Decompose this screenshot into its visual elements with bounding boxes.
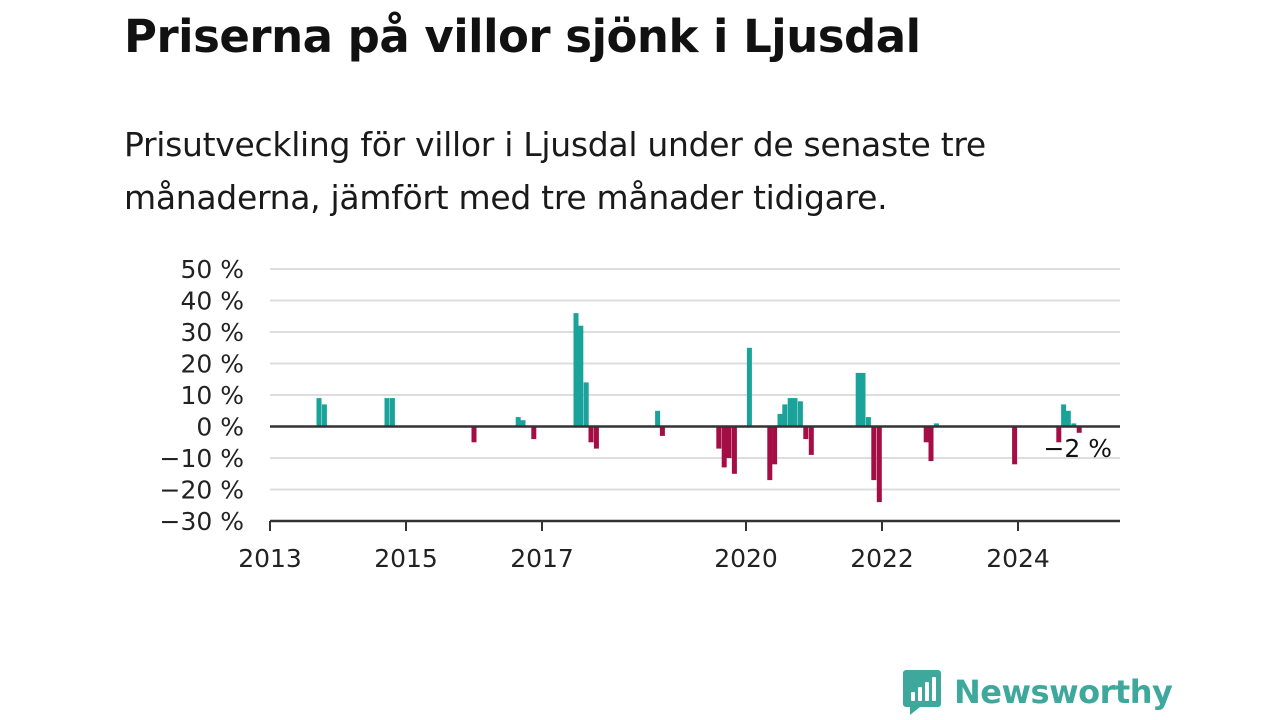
bar (797, 401, 803, 427)
bar (782, 404, 788, 427)
y-tick-label: −20 % (160, 476, 244, 505)
bar (515, 417, 521, 427)
chart-subtitle: Prisutveckling för villor i Ljusdal unde… (124, 125, 986, 217)
bar (716, 426, 722, 449)
x-tick-label: 2015 (374, 544, 438, 573)
bar (1076, 426, 1082, 433)
brand-logo: Newsworthy (902, 668, 1173, 716)
bar (531, 426, 537, 440)
newsworthy-logo-icon (903, 670, 941, 715)
bar (865, 417, 871, 427)
bars-layer (316, 313, 1082, 503)
bar (316, 398, 322, 427)
bar (721, 426, 727, 468)
labels-layer: 50 % 40 %30 % 20 %10 % 0 %−10 % −20 %−30 % 20… (160, 255, 1112, 573)
bar (726, 426, 732, 458)
bar (520, 420, 526, 427)
y-tick-label: 30 % (180, 318, 244, 347)
y-tick-label: 20 % (180, 350, 244, 379)
x-tick-label: 2017 (510, 544, 574, 573)
y-tick-label: 50 % (180, 255, 244, 284)
y-tick-label: 0 % (196, 413, 244, 442)
x-tick-label: 2022 (850, 544, 914, 573)
bar (860, 372, 866, 427)
bar (384, 398, 390, 427)
bar (923, 426, 929, 443)
bar (1056, 426, 1062, 443)
bar (772, 426, 778, 465)
bar (1071, 423, 1077, 427)
x-tick-label: 2013 (238, 544, 302, 573)
y-tick-label: −30 % (160, 507, 244, 536)
grid-layer (270, 268, 1120, 491)
bar (803, 426, 809, 440)
bar (321, 404, 327, 427)
bar (588, 426, 594, 443)
bar (777, 413, 783, 427)
bar (1061, 404, 1067, 427)
bar (573, 313, 579, 427)
bar (583, 382, 589, 427)
bar (855, 372, 861, 427)
brand-name: Newsworthy (954, 673, 1173, 711)
bar (1012, 426, 1018, 465)
bar (471, 426, 477, 443)
x-tick-label: 2020 (714, 544, 778, 573)
bar (389, 398, 395, 427)
bar (871, 426, 877, 481)
bar (578, 325, 584, 427)
bar (787, 398, 793, 427)
x-tick-label: 2024 (986, 544, 1050, 573)
bar (1065, 410, 1071, 427)
bar (593, 426, 599, 449)
bar (767, 426, 773, 481)
bar (731, 426, 737, 474)
bar (928, 426, 934, 462)
y-tick-label: 10 % (180, 381, 244, 410)
bar (659, 426, 665, 436)
bar (933, 423, 939, 427)
bar (876, 426, 882, 503)
bar (746, 347, 752, 427)
axis-layer (269, 425, 1120, 531)
bar-chart: 50 % 40 %30 % 20 %10 % 0 %−10 % −20 %−30 % 20… (160, 255, 1120, 573)
last-value-label: −2 % (1043, 434, 1112, 463)
chart-title: Priserna på villor sjönk i Ljusdal (124, 10, 921, 63)
bar (655, 410, 661, 427)
bar (808, 426, 814, 455)
y-tick-label: −10 % (160, 444, 244, 473)
bar (792, 398, 798, 427)
y-tick-label: 40 % (180, 287, 244, 316)
